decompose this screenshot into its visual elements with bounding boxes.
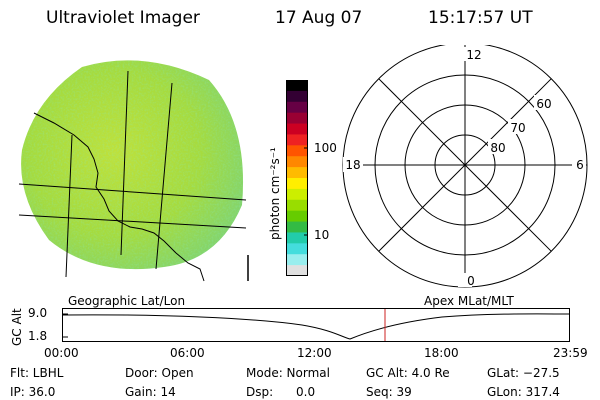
instrument-title: Ultraviolet Imager [46, 8, 200, 28]
meridian-line [155, 82, 173, 270]
colorbar-unit-label: photon cm⁻²s⁻¹ [268, 147, 282, 240]
dsp-value: Dsp: 0.0 [246, 385, 316, 399]
gain-value: Gain: 14 [125, 385, 176, 399]
color-scale-segments [286, 80, 308, 276]
glon-value: GLon: 317.4 [487, 385, 560, 399]
color-scale-segment [286, 254, 308, 266]
altitude-tick-high: 9.0 [28, 306, 48, 320]
time-tick-1800: 18:00 [424, 346, 459, 360]
color-scale-segment [286, 123, 308, 136]
color-scale-segment [286, 210, 308, 223]
filter-value: Flt: LBHL [10, 366, 64, 380]
color-scale-segment [286, 265, 308, 276]
parallel-line [18, 183, 247, 201]
time-tick-2359: 23:59 [553, 346, 588, 360]
polar-axis-diagonal [378, 78, 552, 252]
color-scale-segment [286, 243, 308, 255]
color-scale-segment [286, 145, 308, 157]
parallel-line [18, 214, 247, 229]
time-tick-0000: 00:00 [44, 346, 79, 360]
uv-disc-noise [21, 60, 244, 270]
mlt-label-6: 6 [576, 158, 584, 172]
gc-alt-value: GC Alt: 4.0 Re [366, 366, 450, 380]
meridian-line [65, 134, 73, 278]
altitude-tick-low: 1.8 [28, 329, 48, 343]
color-scale-bar [286, 80, 308, 276]
glat-value: GLat: −27.5 [487, 366, 560, 380]
door-value: Door: Open [125, 366, 194, 380]
color-scale-segment [286, 221, 308, 234]
mode-value: Mode: Normal [246, 366, 330, 380]
apex-grid-label: Apex MLat/MLT [424, 294, 514, 308]
mlt-label-18: 18 [345, 158, 360, 172]
colorbar-tick-label-100: 100 [314, 141, 337, 155]
time-tick-0600: 06:00 [170, 346, 205, 360]
color-scale-segment [286, 232, 308, 244]
seq-value: Seq: 39 [366, 385, 412, 399]
timeline-frame [62, 308, 570, 342]
color-scale-segment [286, 90, 308, 103]
mlt-label-0: 0 [467, 274, 475, 288]
color-scale-segment [286, 80, 308, 92]
color-scale-segment [286, 112, 308, 125]
altitude-curve [62, 313, 570, 340]
image-time: 15:17:57 UT [428, 8, 533, 28]
color-scale-segment [286, 188, 308, 201]
altitude-axis-label: GC Alt [10, 308, 24, 346]
color-scale-segment [286, 199, 308, 212]
image-date: 17 Aug 07 [275, 8, 363, 28]
color-scale-segment [286, 156, 308, 168]
meridian-line [120, 70, 129, 256]
mlat-label-80: 80 [490, 141, 505, 155]
color-scale-segment [286, 178, 308, 190]
polar-mlt-plot: 12 0 18 6 80 70 60 [342, 45, 588, 288]
uv-image-panel [18, 60, 249, 282]
ip-value: IP: 36.0 [10, 385, 56, 399]
color-scale-segment [286, 101, 308, 114]
mlat-label-60: 60 [536, 97, 551, 111]
geographic-grid-label: Geographic Lat/Lon [68, 294, 186, 308]
coastline [33, 112, 205, 282]
altitude-timeline [62, 308, 570, 342]
time-tick-1200: 12:00 [297, 346, 332, 360]
geo-grid [18, 70, 247, 278]
color-scale-segment [286, 134, 308, 146]
color-scale-segment [286, 167, 308, 179]
mlt-label-12: 12 [466, 48, 481, 62]
colorbar-tick-label-10: 10 [314, 228, 330, 242]
color-scale-frame [286, 80, 308, 276]
mlat-label-70: 70 [510, 121, 525, 135]
